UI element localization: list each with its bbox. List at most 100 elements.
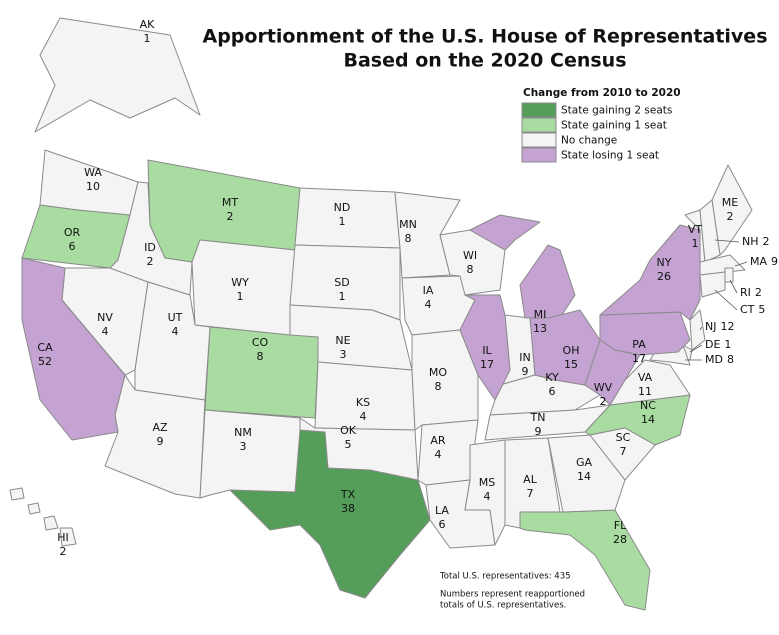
state-abbr: OK xyxy=(340,424,357,437)
state-abbr: NH xyxy=(742,235,759,248)
state-abbr: NC xyxy=(640,399,656,412)
state-seats: 4 xyxy=(435,448,442,461)
leader-line xyxy=(734,261,748,267)
state-label: CT 5 xyxy=(740,303,765,316)
state xyxy=(689,309,706,351)
state-abbr: KY xyxy=(545,371,559,384)
state xyxy=(59,527,77,547)
state-abbr: NY xyxy=(657,256,672,269)
state-abbr: SD xyxy=(334,276,349,289)
state-abbr: MS xyxy=(479,476,495,489)
state-abbr: OH xyxy=(563,344,580,357)
state-seats: 3 xyxy=(240,440,247,453)
state xyxy=(547,434,626,513)
state-abbr: MT xyxy=(222,196,238,209)
state-abbr: NM xyxy=(234,426,252,439)
legend-label: State gaining 1 seat xyxy=(561,120,667,132)
state-seats: 2 xyxy=(763,235,770,248)
state xyxy=(459,294,511,401)
state-abbr: TX xyxy=(340,488,356,501)
state-seats: 38 xyxy=(341,502,355,515)
state-seats: 15 xyxy=(564,358,578,371)
state-seats: 1 xyxy=(339,215,346,228)
state-seats: 26 xyxy=(657,270,671,283)
state xyxy=(43,515,59,531)
leader-line xyxy=(714,289,738,311)
state xyxy=(299,417,419,481)
state xyxy=(699,199,721,263)
state-abbr: RI xyxy=(740,286,751,299)
state-seats: 3 xyxy=(340,348,347,361)
state-seats: 14 xyxy=(577,470,591,483)
state xyxy=(27,502,41,515)
state-abbr: MI xyxy=(534,308,547,321)
state-seats: 2 xyxy=(727,210,734,223)
state-abbr: WI xyxy=(463,249,477,262)
state-seats: 13 xyxy=(533,322,547,335)
state-label: MA 9 xyxy=(750,255,778,268)
state-seats: 17 xyxy=(480,358,494,371)
state-seats: 4 xyxy=(484,490,491,503)
state-abbr: WV xyxy=(594,381,613,394)
state-abbr: NJ xyxy=(705,320,716,333)
state xyxy=(519,244,576,319)
state-abbr: DE xyxy=(705,338,720,351)
state-seats: 8 xyxy=(257,350,264,363)
state-abbr: NV xyxy=(97,311,113,324)
state-abbr: KS xyxy=(356,396,370,409)
state xyxy=(199,409,301,499)
state-seats: 11 xyxy=(638,385,652,398)
state-abbr: UT xyxy=(168,311,183,324)
state xyxy=(9,487,25,501)
state-abbr: FL xyxy=(614,519,627,532)
state-seats: 14 xyxy=(641,413,655,426)
state-abbr: WY xyxy=(231,276,249,289)
state-seats: 8 xyxy=(405,232,412,245)
state-seats: 12 xyxy=(720,320,734,333)
state-abbr: OR xyxy=(64,226,81,239)
state xyxy=(417,419,479,486)
state-seats: 6 xyxy=(439,518,446,531)
state xyxy=(529,309,601,386)
leader-line xyxy=(699,326,703,331)
state-seats: 9 xyxy=(157,435,164,448)
state-abbr: NE xyxy=(335,334,350,347)
state-abbr: WA xyxy=(84,166,102,179)
state-abbr: AZ xyxy=(152,421,168,434)
state-label: MD 8 xyxy=(705,353,734,366)
state-abbr: CT xyxy=(740,303,755,316)
state-seats: 2 xyxy=(227,210,234,223)
state-abbr: CA xyxy=(37,341,53,354)
state xyxy=(294,187,401,249)
state-seats: 4 xyxy=(102,325,109,338)
state-seats: 8 xyxy=(727,353,734,366)
legend-label: No change xyxy=(561,135,617,147)
state-seats: 4 xyxy=(360,410,367,423)
state-label: NH 2 xyxy=(742,235,770,248)
state-abbr: VA xyxy=(638,371,653,384)
state-seats: 4 xyxy=(425,298,432,311)
state-abbr: SC xyxy=(616,431,631,444)
state-seats: 9 xyxy=(522,365,529,378)
state-abbr: IL xyxy=(482,344,492,357)
state-seats: 9 xyxy=(771,255,778,268)
state-abbr: LA xyxy=(435,504,449,517)
state-abbr: CO xyxy=(252,336,269,349)
state-seats: 9 xyxy=(535,425,542,438)
state-abbr: AK xyxy=(140,18,156,31)
state-abbr: MA xyxy=(750,255,767,268)
state-seats: 8 xyxy=(467,263,474,276)
state-seats: 5 xyxy=(758,303,765,316)
legend-swatch xyxy=(521,102,557,118)
state-seats: 6 xyxy=(69,240,76,253)
state xyxy=(191,239,296,336)
state-abbr: AL xyxy=(523,473,538,486)
note: Total U.S. representatives: 435 xyxy=(439,572,571,582)
state xyxy=(469,214,541,251)
state-seats: 6 xyxy=(549,385,556,398)
legend-label: State losing 1 seat xyxy=(561,150,659,162)
state xyxy=(724,267,734,283)
state xyxy=(599,224,701,321)
state-abbr: PA xyxy=(632,338,646,351)
